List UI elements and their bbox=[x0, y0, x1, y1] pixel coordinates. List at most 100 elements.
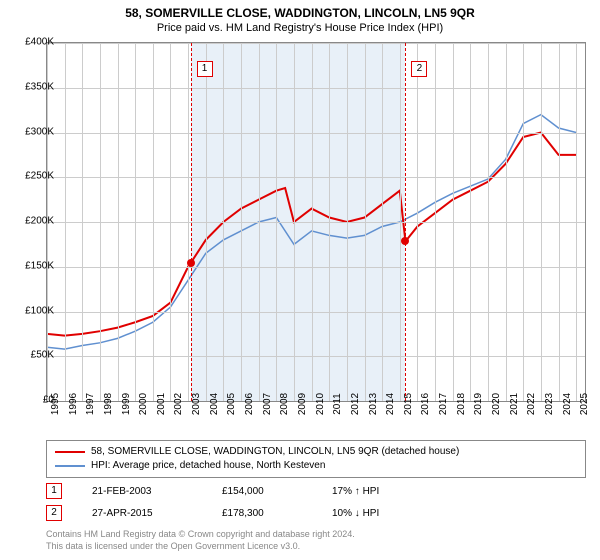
x-axis-label: 2008 bbox=[279, 393, 290, 415]
gridline-h bbox=[47, 133, 585, 134]
x-axis-label: 2022 bbox=[526, 393, 537, 415]
reference-marker-dot bbox=[401, 237, 409, 245]
gridline-v bbox=[241, 43, 242, 401]
gridline-v bbox=[576, 43, 577, 401]
x-axis-label: 2005 bbox=[226, 393, 237, 415]
plot-area: 12 bbox=[46, 42, 586, 402]
x-axis-label: 2015 bbox=[403, 393, 414, 415]
reference-delta: 10% ↓ HPI bbox=[332, 508, 412, 519]
gridline-v bbox=[206, 43, 207, 401]
gridline-v bbox=[329, 43, 330, 401]
chart-container: 58, SOMERVILLE CLOSE, WADDINGTON, LINCOL… bbox=[0, 0, 600, 560]
legend-swatch-hpi bbox=[55, 465, 85, 467]
x-axis-label: 2009 bbox=[297, 393, 308, 415]
gridline-h bbox=[47, 312, 585, 313]
x-axis-label: 2000 bbox=[138, 393, 149, 415]
legend-swatch-price bbox=[55, 451, 85, 453]
reference-marker-dot bbox=[187, 259, 195, 267]
x-axis-label: 2019 bbox=[473, 393, 484, 415]
x-axis-label: 2017 bbox=[438, 393, 449, 415]
reference-table: 1 21-FEB-2003 £154,000 17% ↑ HPI 2 27-AP… bbox=[46, 480, 586, 524]
gridline-v bbox=[400, 43, 401, 401]
reference-date: 27-APR-2015 bbox=[92, 508, 192, 519]
gridline-h bbox=[47, 267, 585, 268]
gridline-v bbox=[276, 43, 277, 401]
gridline-v bbox=[294, 43, 295, 401]
reference-price: £154,000 bbox=[222, 486, 302, 497]
reference-price: £178,300 bbox=[222, 508, 302, 519]
gridline-v bbox=[470, 43, 471, 401]
gridline-v bbox=[223, 43, 224, 401]
x-axis-label: 1997 bbox=[85, 393, 96, 415]
gridline-v bbox=[559, 43, 560, 401]
gridline-v bbox=[118, 43, 119, 401]
y-axis-label: £300K bbox=[25, 126, 54, 137]
reference-row: 1 21-FEB-2003 £154,000 17% ↑ HPI bbox=[46, 480, 586, 502]
x-axis-label: 2001 bbox=[156, 393, 167, 415]
gridline-v bbox=[347, 43, 348, 401]
y-axis-label: £200K bbox=[25, 216, 54, 227]
y-axis-label: £250K bbox=[25, 171, 54, 182]
reference-vline bbox=[191, 43, 192, 401]
reference-vline-label: 1 bbox=[197, 61, 213, 77]
gridline-v bbox=[135, 43, 136, 401]
y-axis-label: £350K bbox=[25, 81, 54, 92]
x-axis-label: 2004 bbox=[209, 393, 220, 415]
gridline-v bbox=[417, 43, 418, 401]
gridline-h bbox=[47, 88, 585, 89]
x-axis-label: 2016 bbox=[420, 393, 431, 415]
gridline-v bbox=[170, 43, 171, 401]
x-axis-label: 2010 bbox=[315, 393, 326, 415]
x-axis-label: 2025 bbox=[579, 393, 590, 415]
legend: 58, SOMERVILLE CLOSE, WADDINGTON, LINCOL… bbox=[46, 440, 586, 478]
x-axis-label: 2011 bbox=[332, 393, 343, 415]
gridline-v bbox=[82, 43, 83, 401]
gridline-v bbox=[382, 43, 383, 401]
reference-vline bbox=[405, 43, 406, 401]
gridline-h bbox=[47, 177, 585, 178]
y-axis-label: £400K bbox=[25, 37, 54, 48]
x-axis-label: 1995 bbox=[50, 393, 61, 415]
reference-date: 21-FEB-2003 bbox=[92, 486, 192, 497]
footer-line: This data is licensed under the Open Gov… bbox=[46, 540, 355, 552]
chart-subtitle: Price paid vs. HM Land Registry's House … bbox=[0, 20, 600, 34]
gridline-v bbox=[188, 43, 189, 401]
gridline-h bbox=[47, 356, 585, 357]
x-axis-label: 1996 bbox=[68, 393, 79, 415]
gridline-v bbox=[523, 43, 524, 401]
gridline-v bbox=[312, 43, 313, 401]
gridline-v bbox=[541, 43, 542, 401]
x-axis-label: 2006 bbox=[244, 393, 255, 415]
gridline-v bbox=[65, 43, 66, 401]
footer: Contains HM Land Registry data © Crown c… bbox=[46, 528, 355, 552]
legend-label-price: 58, SOMERVILLE CLOSE, WADDINGTON, LINCOL… bbox=[91, 445, 459, 459]
footer-line: Contains HM Land Registry data © Crown c… bbox=[46, 528, 355, 540]
gridline-v bbox=[153, 43, 154, 401]
x-axis-label: 2024 bbox=[562, 393, 573, 415]
gridline-v bbox=[365, 43, 366, 401]
x-axis-label: 2012 bbox=[350, 393, 361, 415]
chart-title: 58, SOMERVILLE CLOSE, WADDINGTON, LINCOL… bbox=[0, 0, 600, 20]
reference-marker: 2 bbox=[46, 505, 62, 521]
reference-row: 2 27-APR-2015 £178,300 10% ↓ HPI bbox=[46, 502, 586, 524]
x-axis-label: 2002 bbox=[173, 393, 184, 415]
x-axis-label: 2020 bbox=[491, 393, 502, 415]
x-axis-label: 1998 bbox=[103, 393, 114, 415]
y-axis-label: £100K bbox=[25, 305, 54, 316]
x-axis-label: 1999 bbox=[121, 393, 132, 415]
x-axis-label: 2018 bbox=[456, 393, 467, 415]
x-axis-label: 2013 bbox=[368, 393, 379, 415]
y-axis-label: £150K bbox=[25, 260, 54, 271]
x-axis-label: 2014 bbox=[385, 393, 396, 415]
x-axis-label: 2003 bbox=[191, 393, 202, 415]
legend-label-hpi: HPI: Average price, detached house, Nort… bbox=[91, 459, 325, 473]
x-axis-label: 2021 bbox=[509, 393, 520, 415]
x-axis-label: 2023 bbox=[544, 393, 555, 415]
y-axis-label: £50K bbox=[31, 350, 54, 361]
gridline-v bbox=[435, 43, 436, 401]
reference-delta: 17% ↑ HPI bbox=[332, 486, 412, 497]
legend-item-hpi: HPI: Average price, detached house, Nort… bbox=[55, 459, 577, 473]
gridline-v bbox=[259, 43, 260, 401]
gridline-v bbox=[100, 43, 101, 401]
gridline-h bbox=[47, 222, 585, 223]
